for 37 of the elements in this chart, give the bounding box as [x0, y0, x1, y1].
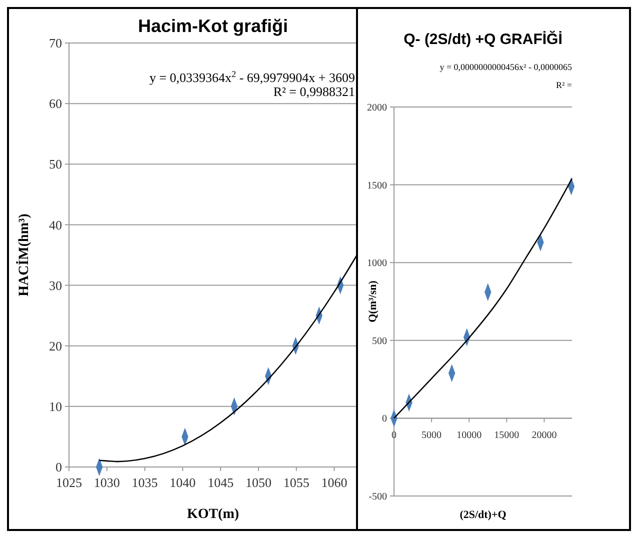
- y-tick-label: 10: [49, 398, 62, 414]
- y-axis-title: Q(m³/sn): [367, 280, 379, 322]
- x-tick-label: 1050: [245, 475, 272, 490]
- x-axis-title: KOT(m): [186, 507, 240, 522]
- x-tick-label: 20000: [532, 430, 557, 442]
- text: R² =: [556, 80, 572, 90]
- y-tick-label: 500: [372, 336, 387, 347]
- x-axis-title: (2S/dt)+Q: [460, 509, 507, 521]
- annotation: y = 0,0339364x$^{2}$ - 69,9979904x + 3609: [149, 69, 355, 85]
- x-tick-label: 1025: [56, 475, 82, 490]
- x-tick-label: 0: [392, 430, 396, 442]
- x-tick-label: 1030: [94, 475, 120, 490]
- y-tick-label: 50: [49, 156, 62, 172]
- text: y = 0,0000000000456x² - 0,0000065: [440, 62, 572, 72]
- x-tick-label: 1060: [321, 475, 348, 490]
- y-axis-title: HACİM(hm³): [16, 213, 32, 296]
- x-tick-label: 15000: [494, 430, 520, 442]
- x-tick-label: 10000: [456, 430, 482, 442]
- y-tick-label: 1500: [367, 180, 387, 192]
- y-tick-label: 1000: [367, 258, 387, 270]
- y-tick-label: -500: [368, 492, 387, 502]
- chart-title: Q- (2S/dt) +Q GRAFİĞİ: [404, 30, 562, 48]
- x-tick-label: 1040: [170, 475, 196, 490]
- x-tick-label: 1035: [132, 475, 158, 490]
- y-tick-label: 60: [49, 96, 62, 112]
- y-tick-label: 2000: [367, 102, 387, 114]
- y-tick-label: 20: [49, 338, 62, 354]
- y-tick-label: 70: [49, 36, 62, 51]
- y-tick-label: 0: [382, 414, 387, 425]
- annotation: R² = 0,9988321: [273, 84, 355, 99]
- y-tick-label: 40: [49, 217, 62, 232]
- x-tick-label: 5000: [422, 430, 442, 442]
- y-tick-label: 30: [49, 278, 62, 293]
- x-tick-label: 1055: [283, 475, 310, 490]
- x-tick-label: 1045: [208, 475, 234, 490]
- chart-title: Hacim-Kot grafiği: [138, 16, 288, 36]
- y-tick-label: 0: [56, 460, 62, 475]
